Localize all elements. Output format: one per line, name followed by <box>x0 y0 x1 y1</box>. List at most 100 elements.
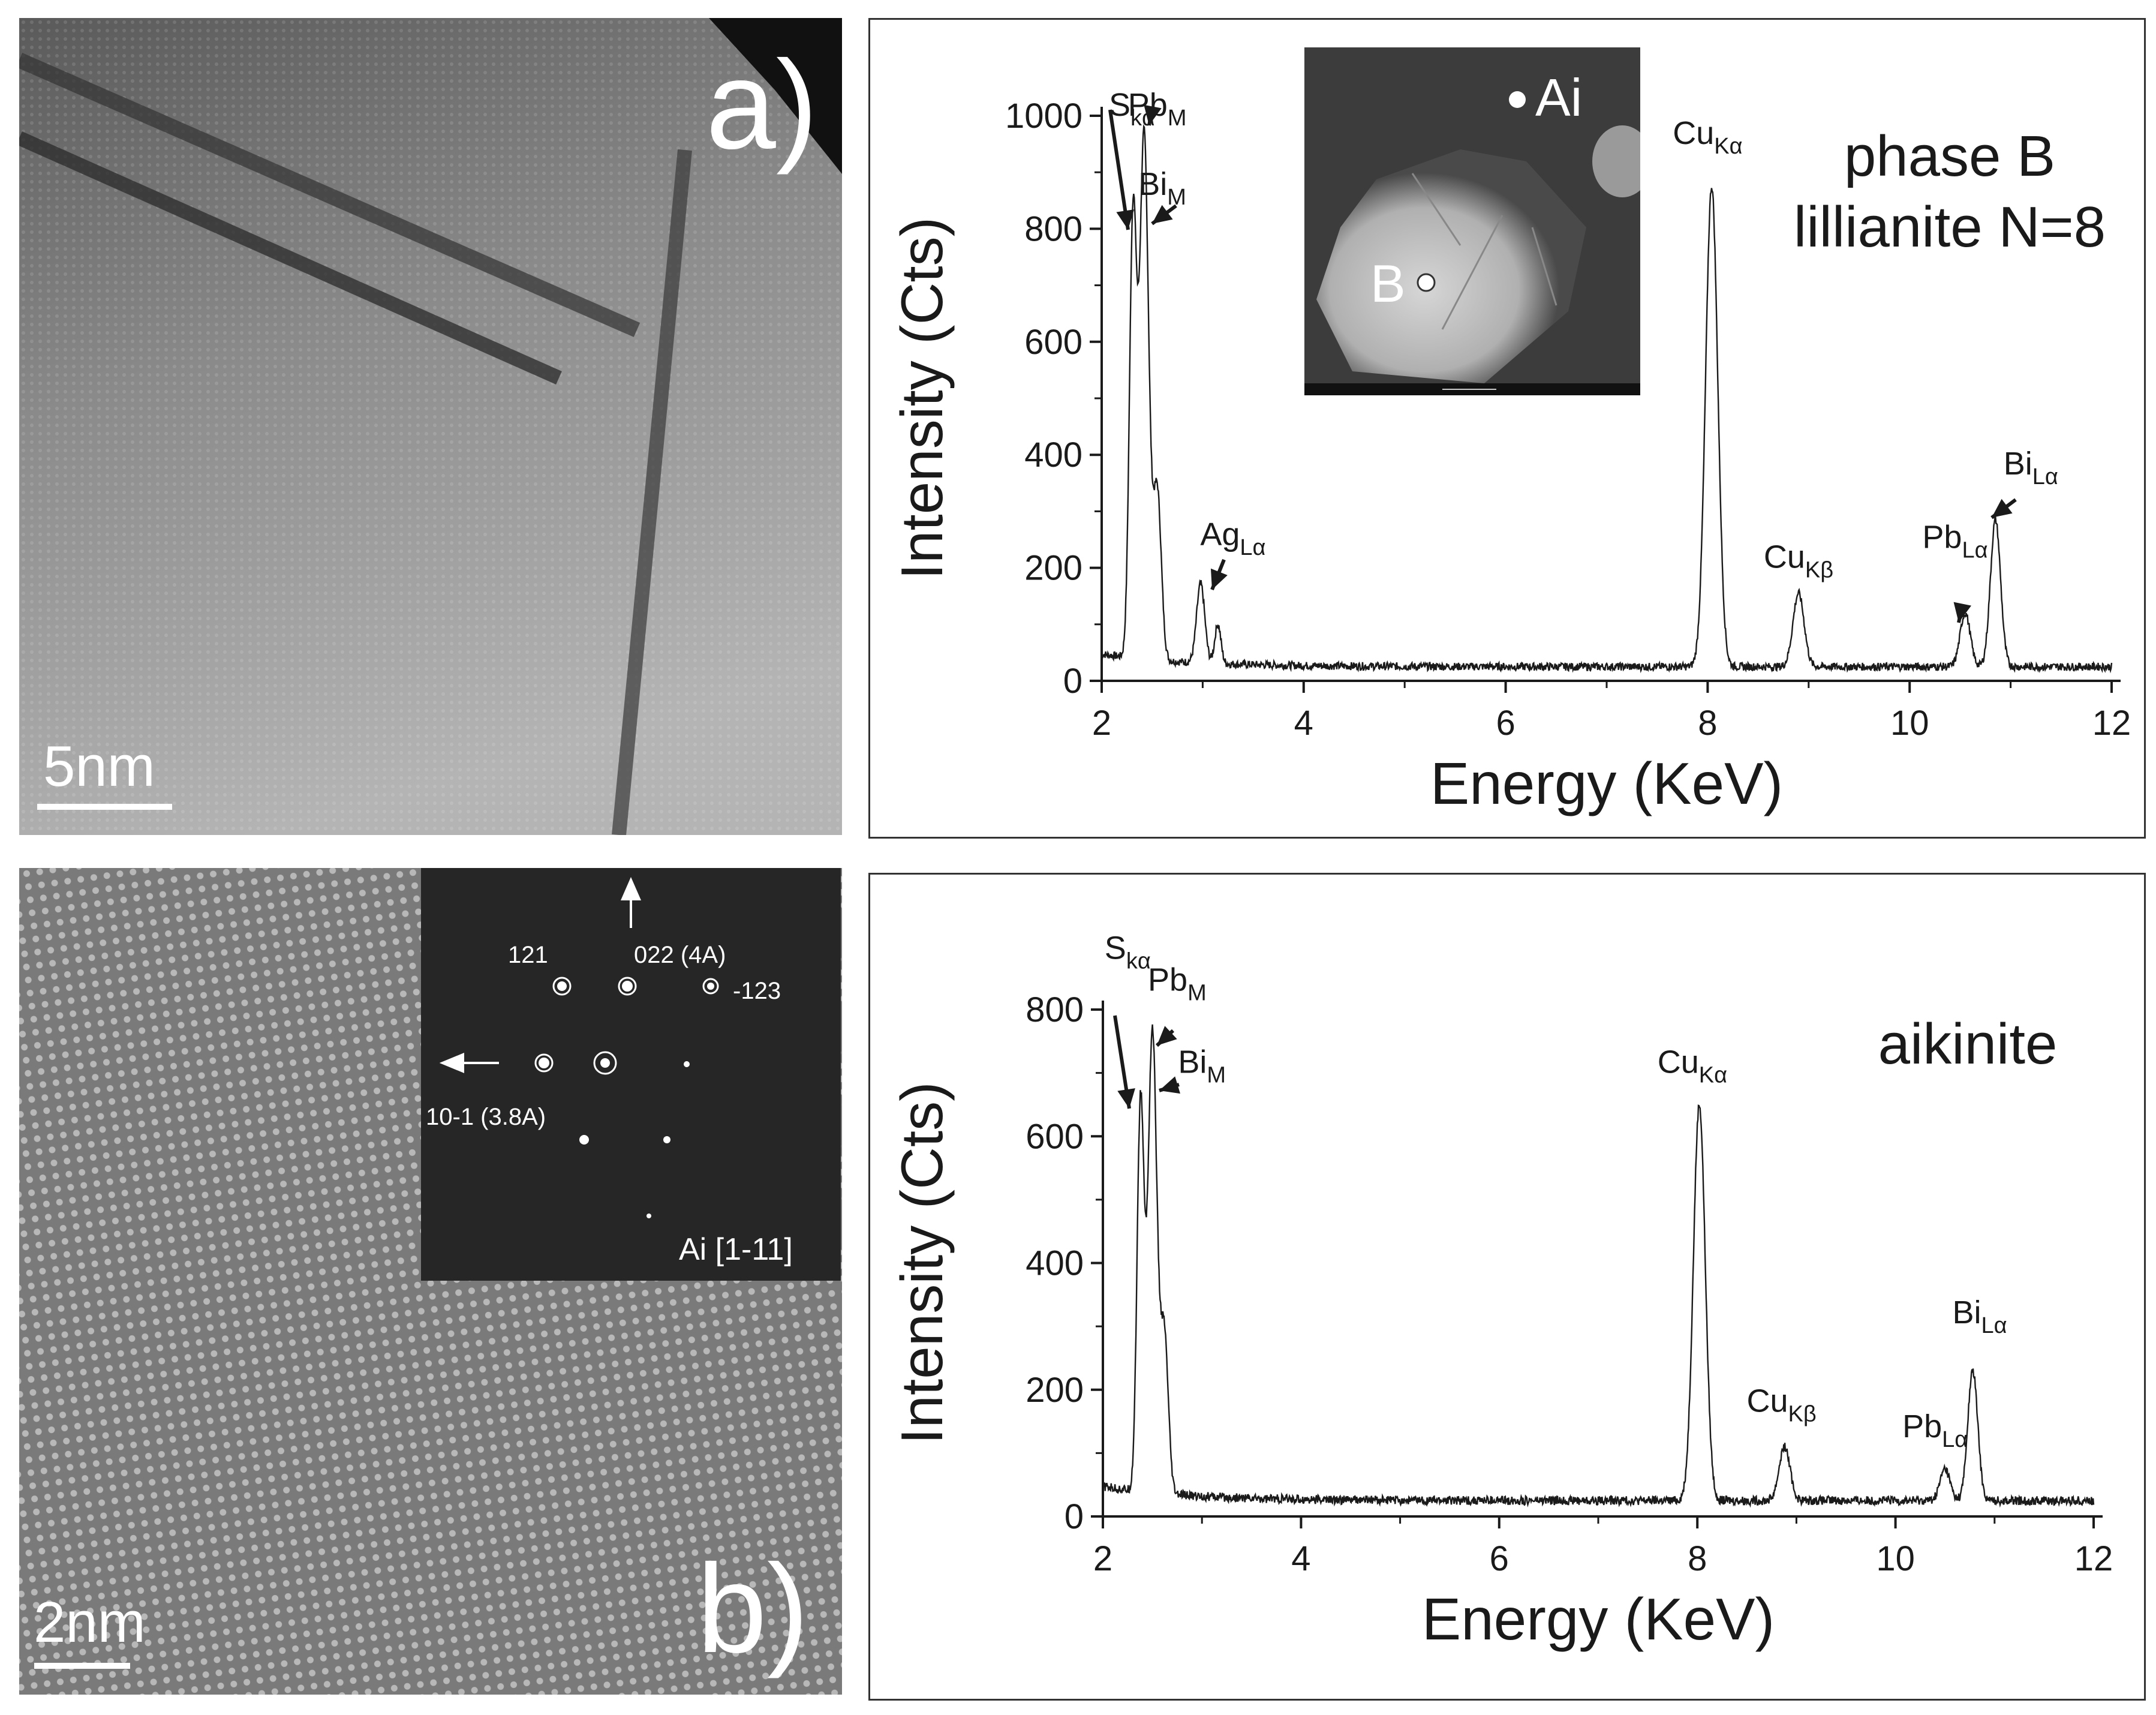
x-axis-label: Energy (KeV) <box>1430 750 1783 816</box>
pointer-arrow-head <box>1152 205 1173 224</box>
peak-label-element: CuKα <box>1673 115 1742 159</box>
peak-label-line: Lα <box>1240 535 1265 560</box>
pointer-arrow <box>1155 1026 1177 1047</box>
pointer-arrow <box>1990 498 2017 519</box>
peak-label: CuKα <box>1658 1044 1727 1088</box>
y-tick-label: 600 <box>1026 1117 1084 1156</box>
peak-label: PbM <box>1148 962 1207 1005</box>
y-tick-label: 600 <box>1024 323 1082 362</box>
peak-label-symbol: Cu <box>1747 1383 1788 1419</box>
pointer-arrow-line <box>1108 109 1130 230</box>
x-axis-label: Energy (KeV) <box>1422 1586 1775 1652</box>
peak-label-element: PbM <box>1128 87 1187 131</box>
peak-label-line: Kβ <box>1805 558 1833 583</box>
peak-label: CuKβ <box>1747 1383 1817 1427</box>
peak-label-line: kα <box>1126 949 1151 974</box>
fft-label-121: 121 <box>508 942 548 968</box>
inset-label-ai: Ai <box>1535 68 1583 127</box>
peak-label-element: BiM <box>1138 166 1186 210</box>
fft-inset: 121 022 (4A) -123 10-1 (3.8A) Ai [1-11] <box>421 868 841 1281</box>
pointer-arrow-head <box>1159 1076 1180 1094</box>
peak-label-line: M <box>1187 980 1207 1005</box>
peak-label-line: Kβ <box>1788 1402 1817 1427</box>
peak-label-element: Skα <box>1105 930 1151 974</box>
peak-label-element: AgLα <box>1200 516 1265 560</box>
fft-label-zone: Ai [1-11] <box>679 1232 793 1267</box>
peak-label-line: Kα <box>1699 1063 1727 1088</box>
eds-chart-c: 2 4 6 8 10 12 0 200 400 600 800 1000 Energy (KeV) Int… <box>889 87 2131 816</box>
peak-label-symbol: Bi <box>1952 1294 1981 1330</box>
pointer-arrow-head <box>1953 602 1971 623</box>
peak-label-element: BiLα <box>2004 446 2058 489</box>
peak-label-symbol: Cu <box>1673 115 1714 151</box>
fft-label-123: -123 <box>733 978 781 1004</box>
spectrum-line <box>1102 1024 2095 1508</box>
peak-label-symbol: Pb <box>1922 519 1962 555</box>
panel-letter-a: a) <box>706 34 818 175</box>
chart-title: aikinite <box>1878 1012 2058 1076</box>
eds-chart-d: 2 4 6 8 10 12 0 200 400 600 800 Energy (KeV) Intensi… <box>889 930 2113 1653</box>
y-axis-label: Intensity (Cts) <box>889 217 955 579</box>
peak-label: BiM <box>1178 1044 1226 1088</box>
peak-label-symbol: Cu <box>1658 1044 1699 1080</box>
pointer-arrow <box>1151 204 1177 226</box>
panel-letter-b: b) <box>697 1538 809 1679</box>
x-tick-label: 12 <box>2092 704 2131 743</box>
peak-label: BiM <box>1138 166 1186 210</box>
pointer-arrow <box>1159 1076 1180 1094</box>
spectrum-line <box>1101 124 2113 674</box>
pointer-arrow <box>1210 558 1228 591</box>
y-tick-label: 1000 <box>1005 97 1082 136</box>
fft-label-022: 022 (4A) <box>634 942 726 968</box>
x-tick-label: 4 <box>1294 704 1313 743</box>
peak-label-element: PbM <box>1148 962 1207 1005</box>
pointer-arrow-head <box>1144 104 1162 125</box>
pointer-arrow-head <box>1992 498 2013 518</box>
peak-label-symbol: Pb <box>1902 1408 1942 1444</box>
pointer-arrow <box>1144 104 1162 126</box>
tem-image-a <box>19 18 842 835</box>
y-tick-label: 400 <box>1026 1244 1084 1283</box>
peak-label-symbol: Cu <box>1764 539 1805 575</box>
peak-label-line: Lα <box>1981 1313 2007 1338</box>
chart-title: phase B <box>1844 124 2055 188</box>
peak-label: BiLα <box>1952 1294 2007 1338</box>
chart-subtitle: lillianite N=8 <box>1794 195 2106 259</box>
sem-inset-image <box>1304 47 1640 395</box>
peak-label-line: Lα <box>1962 538 1987 563</box>
peak-label: CuKα <box>1673 115 1742 159</box>
image-panel-a: a) 5nm <box>19 18 842 835</box>
scale-label-b: 2nm <box>34 1590 146 1654</box>
peak-label-element: BiLα <box>1952 1294 2007 1338</box>
pointer-arrow <box>1953 602 1971 623</box>
peak-label: AgLα <box>1200 516 1265 560</box>
scale-bar-a <box>37 804 172 810</box>
y-tick-label: 0 <box>1065 1497 1084 1536</box>
y-tick-label: 800 <box>1026 990 1084 1029</box>
peak-label-line: M <box>1167 185 1186 210</box>
peak-label-line: Kα <box>1714 134 1742 159</box>
fft-arrows <box>439 877 642 1073</box>
x-tick-label: 4 <box>1291 1539 1310 1578</box>
peak-label-symbol: S <box>1105 930 1126 966</box>
x-tick-label: 12 <box>2074 1539 2113 1578</box>
x-tick-label: 6 <box>1496 704 1515 743</box>
y-axis-label: Intensity (Cts) <box>889 1082 955 1444</box>
y-tick-label: 0 <box>1063 662 1082 701</box>
pointer-arrow-head <box>1157 1026 1177 1046</box>
fft-pattern <box>439 877 719 1218</box>
peak-label-line: M <box>1168 106 1187 131</box>
x-tick-label: 2 <box>1092 704 1111 743</box>
y-tick-label: 200 <box>1024 549 1082 588</box>
peak-label: Skα <box>1105 930 1151 974</box>
peak-label: BiLα <box>2004 446 2058 489</box>
peak-label-element: BiM <box>1178 1044 1226 1088</box>
peak-label: PbLα <box>1922 519 1987 563</box>
peak-label: CuKβ <box>1764 539 1833 583</box>
pointer-arrow-head <box>1116 209 1135 230</box>
peak-label: PbM <box>1128 87 1187 131</box>
pointer-arrow-head <box>1117 1088 1135 1109</box>
pointer-arrow <box>1113 1015 1135 1109</box>
peak-label-symbol: Bi <box>2004 446 2032 482</box>
peak-label-symbol: Pb <box>1148 962 1187 998</box>
